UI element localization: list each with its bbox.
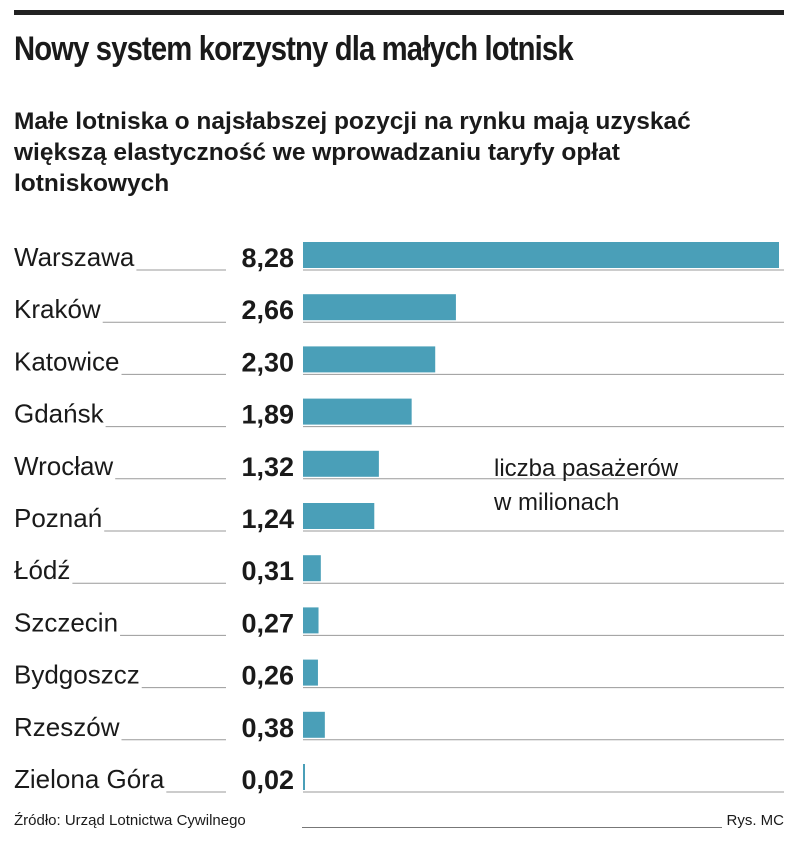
bar <box>303 450 379 477</box>
chart-title: Nowy system korzystny dla małych lotnisk <box>14 30 574 68</box>
unit-note: liczba pasażerów w milionach <box>494 452 754 520</box>
value-label: 2,30 <box>241 347 294 377</box>
bar <box>303 711 325 738</box>
bar <box>303 503 375 529</box>
footer-divider <box>302 827 722 828</box>
unit-note-line1: liczba pasażerów <box>494 455 679 482</box>
category-label: Warszawa <box>14 242 135 272</box>
value-label: 0,31 <box>241 556 294 586</box>
category-label: Poznań <box>14 503 102 533</box>
credit-text: Rys. MC <box>726 812 785 829</box>
value-label: 0,02 <box>241 765 294 795</box>
value-label: 2,66 <box>241 295 294 325</box>
category-label: Łódź <box>14 555 70 585</box>
value-label: 0,38 <box>241 713 294 743</box>
value-label: 1,89 <box>241 400 294 430</box>
category-label: Katowice <box>14 346 120 376</box>
category-label: Kraków <box>14 294 101 324</box>
value-label: 0,27 <box>241 608 294 638</box>
bar <box>303 294 456 321</box>
value-label: 0,26 <box>241 661 294 691</box>
category-label: Zielona Góra <box>14 764 165 794</box>
bar <box>303 346 436 373</box>
bar <box>303 607 319 634</box>
value-label: 1,32 <box>241 452 294 482</box>
chart-subtitle: Małe lotniska o najsłabszej pozycji na r… <box>14 108 691 197</box>
bar <box>303 659 318 686</box>
top-rule <box>14 10 784 15</box>
bar <box>303 764 305 790</box>
category-label: Wrocław <box>14 451 113 481</box>
footer: Źródło: Urząd Lotnictwa Cywilnego Rys. M… <box>14 810 784 832</box>
category-label: Szczecin <box>14 607 118 637</box>
unit-note-line2: w milionach <box>494 489 620 516</box>
bar-chart: Warszawa 8,28 Kraków 2,66 Katowice 2,30 Gdańsk… <box>14 242 784 795</box>
source-text: Źródło: Urząd Lotnictwa Cywilnego <box>14 812 246 829</box>
category-label: Rzeszów <box>14 712 120 742</box>
bar <box>303 555 321 582</box>
value-label: 1,24 <box>241 504 294 534</box>
value-label: 8,28 <box>241 243 294 273</box>
category-label: Gdańsk <box>14 399 105 429</box>
bar <box>303 242 779 268</box>
bar <box>303 398 412 425</box>
category-label: Bydgoszcz <box>14 660 140 690</box>
